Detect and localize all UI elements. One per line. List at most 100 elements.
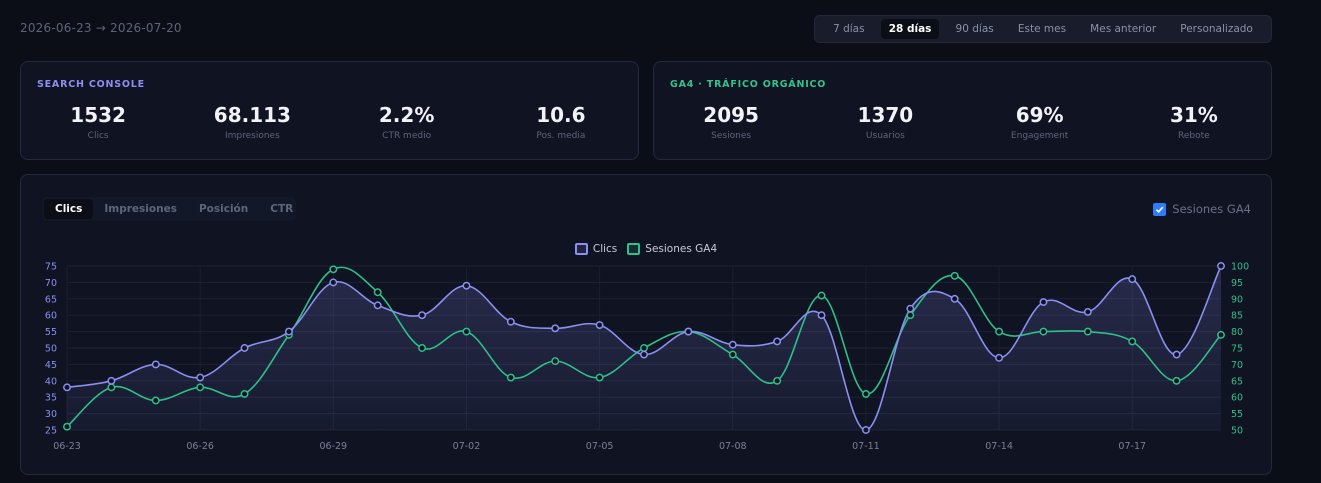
metric-sessions: 2095 Sesiones	[654, 102, 808, 141]
y-right-tick-label: 100	[1231, 262, 1249, 273]
ga4-metrics: 2095 Sesiones 1370 Usuarios 69% Engageme…	[654, 102, 1271, 141]
x-tick-label: 07-02	[453, 441, 481, 452]
x-tick-label: 07-05	[586, 441, 614, 452]
ga4-sessions-toggle[interactable]: Sesiones GA4	[1153, 202, 1251, 216]
x-tick-label: 06-23	[53, 441, 81, 452]
search-console-metrics: 1532 Clics 68.113 Impresiones 2.2% CTR m…	[21, 102, 638, 141]
y-right-tick-label: 55	[1231, 409, 1243, 420]
data-point-sessions	[817, 291, 826, 300]
x-tick-label: 07-08	[719, 441, 747, 452]
legend-item-sessions[interactable]: Sesiones GA4	[627, 243, 717, 255]
data-point-sessions	[418, 344, 427, 352]
data-point-sessions	[462, 327, 471, 336]
data-point-clicks	[107, 376, 116, 385]
data-point-sessions	[107, 383, 116, 392]
range-last-month-button[interactable]: Mes anterior	[1090, 23, 1157, 35]
data-point-sessions	[551, 357, 560, 366]
metric-label: Usuarios	[865, 131, 905, 141]
ga4-sessions-label: Sesiones GA4	[1172, 202, 1251, 216]
data-point-clicks	[640, 350, 648, 359]
y-left-tick-label: 45	[45, 360, 57, 371]
data-point-sessions	[1217, 330, 1225, 339]
data-point-sessions	[1128, 337, 1137, 346]
tab-position[interactable]: Posición	[198, 203, 249, 215]
y-left-tick-label: 60	[45, 311, 57, 322]
data-point-sessions	[151, 396, 160, 405]
metric-position: 10.6 Pos. media	[484, 102, 638, 141]
data-point-clicks	[1128, 275, 1137, 284]
y-left-tick-label: 55	[45, 327, 57, 338]
chart-legend: Clics Sesiones GA4	[21, 243, 1271, 255]
range-this-month-button[interactable]: Este mes	[1017, 23, 1067, 35]
series-line-sessions	[66, 266, 1222, 428]
legend-swatch-clicks	[574, 243, 588, 255]
y-left-tick-label: 25	[45, 426, 57, 437]
data-point-clicks	[63, 383, 71, 392]
y-right-tick-label: 95	[1231, 278, 1243, 289]
metric-label: Engagement	[1010, 131, 1069, 141]
data-point-clicks	[595, 321, 604, 329]
metric-clicks: 1532 Clics	[21, 102, 175, 141]
metric-value: 68.113	[213, 103, 291, 127]
clicks-area	[67, 266, 1221, 431]
range-7-days-button[interactable]: 7 días	[833, 23, 865, 35]
data-point-clicks	[506, 317, 515, 326]
data-point-sessions	[1172, 376, 1181, 385]
y-right-tick-label: 85	[1231, 311, 1243, 322]
x-tick-label: 07-17	[1118, 441, 1146, 452]
y-right-tick-label: 90	[1231, 294, 1243, 305]
data-point-sessions	[1039, 327, 1048, 336]
y-left-tick-label: 50	[45, 344, 57, 355]
data-point-sessions	[995, 327, 1004, 336]
data-point-clicks	[284, 327, 293, 336]
data-point-clicks	[773, 337, 782, 346]
metric-tabs: Clics Impresiones Posición CTR	[42, 197, 296, 221]
data-point-clicks	[240, 344, 249, 352]
metric-label: CTR medio	[382, 131, 432, 141]
metric-value: 69%	[1015, 103, 1064, 127]
legend-swatch-sessions	[627, 243, 641, 255]
metric-value: 2095	[703, 103, 759, 127]
x-tick-label: 06-26	[186, 441, 214, 452]
metric-value: 31%	[1169, 103, 1218, 127]
date-range: 2026-06-23 → 2026-07-20	[20, 21, 182, 35]
ga4-title: GA4 · TRÁFICO ORGÁNICO	[670, 79, 827, 90]
y-left-tick-label: 75	[45, 262, 57, 273]
data-point-sessions	[950, 271, 959, 280]
data-point-sessions	[773, 376, 782, 385]
ga4-sessions-checkbox[interactable]	[1153, 202, 1167, 216]
x-tick-label: 06-29	[320, 441, 348, 452]
x-tick-label: 07-14	[985, 441, 1013, 452]
data-point-sessions	[329, 265, 338, 274]
tab-ctr[interactable]: CTR	[270, 203, 294, 215]
metric-value: 2.2%	[378, 103, 435, 127]
search-console-card: SEARCH CONSOLE 1532 Clics 68.113 Impresi…	[20, 61, 639, 160]
y-left-tick-label: 65	[45, 294, 57, 305]
tab-clicks[interactable]: Clics	[44, 199, 94, 219]
range-90-days-button[interactable]: 90 días	[955, 23, 994, 35]
data-point-sessions	[1083, 327, 1092, 336]
y-left-tick-label: 70	[45, 278, 57, 289]
data-point-clicks	[329, 278, 338, 287]
x-tick-label: 07-11	[852, 441, 880, 452]
data-point-clicks	[728, 340, 737, 349]
metric-value: 10.6	[536, 103, 586, 127]
metric-bounce: 31% Rebote	[1117, 102, 1271, 141]
line-chart: 25 30 35 40 45 50 55 60 65 70 75 50 55 60 65 70 75 80 85 90…	[45, 262, 1249, 453]
data-point-sessions	[906, 311, 915, 320]
tab-impressions[interactable]: Impresiones	[104, 203, 177, 215]
metric-value: 1370	[857, 103, 914, 127]
data-point-clicks	[995, 353, 1004, 362]
legend-item-clicks[interactable]: Clics	[574, 243, 618, 255]
metric-value: 1532	[70, 103, 126, 127]
range-28-days-button[interactable]: 28 días	[880, 19, 940, 39]
y-right-tick-label: 80	[1231, 327, 1243, 338]
range-custom-button[interactable]: Personalizado	[1180, 23, 1253, 35]
data-point-clicks	[1217, 262, 1225, 270]
data-point-clicks	[861, 426, 870, 434]
legend-label-clicks: Clics	[592, 243, 618, 255]
data-point-sessions	[506, 373, 515, 382]
y-right-tick-label: 70	[1231, 360, 1243, 371]
data-point-sessions	[728, 350, 737, 359]
metric-label: Clics	[87, 131, 109, 141]
